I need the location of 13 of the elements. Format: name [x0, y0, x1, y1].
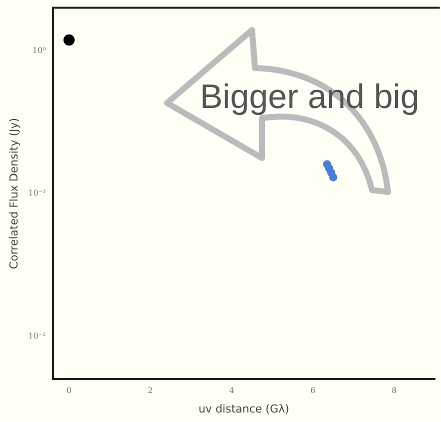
- y-axis-title: Correlated Flux Density (Jy): [7, 118, 20, 270]
- x-tick-label: 8: [392, 386, 397, 396]
- x-tick-label: 0: [66, 386, 72, 396]
- y-tick-label: 10⁻²: [28, 331, 46, 340]
- x-tick-label: 6: [310, 386, 316, 396]
- y-tick-label: 10⁰: [32, 46, 46, 55]
- y-tick-label: 10⁻¹: [28, 188, 46, 198]
- x-axis-title: uv distance (Gλ): [198, 402, 290, 416]
- point: [329, 173, 338, 182]
- point: [63, 34, 75, 46]
- x-tick-label: 2: [148, 386, 153, 396]
- x-tick-label: 4: [229, 386, 234, 396]
- annotation: Bigger and big: [200, 78, 420, 117]
